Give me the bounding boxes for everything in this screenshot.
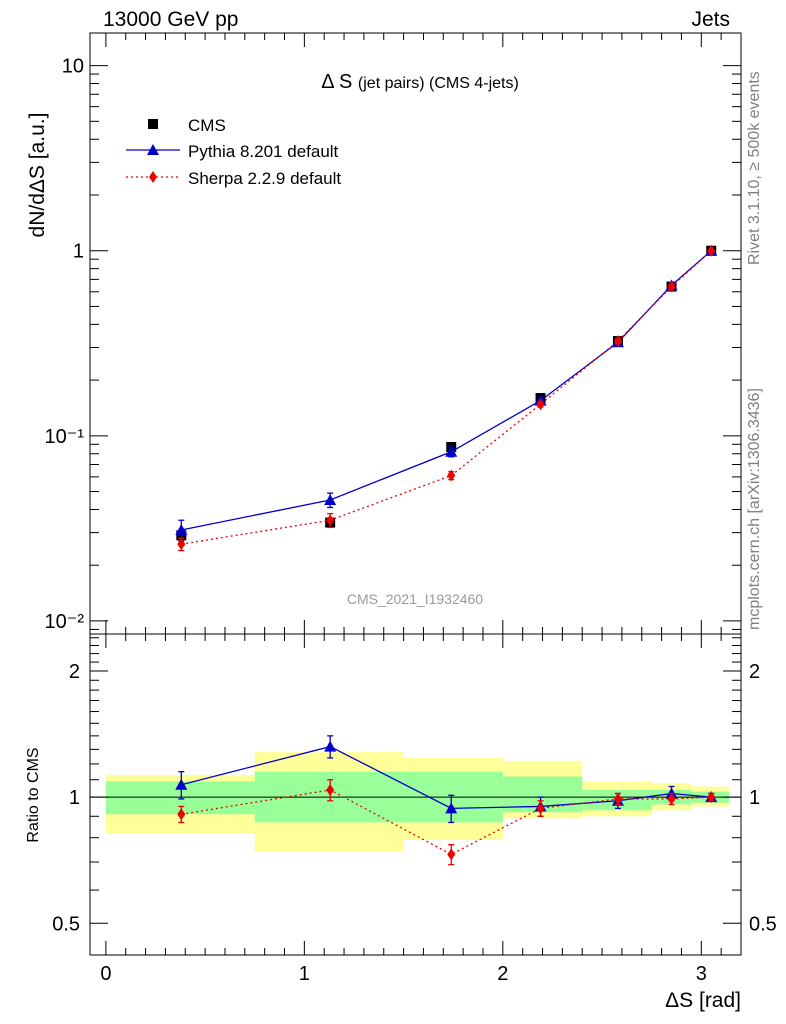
series-line — [181, 250, 712, 531]
ratio-y-tick-label: 0.5 — [52, 913, 80, 935]
ratio-data-point — [707, 791, 716, 804]
x-tick-label: 2 — [497, 963, 508, 985]
ratio-y-tick-label-right: 2 — [749, 661, 760, 683]
energy-label: 13000 GeV pp — [103, 8, 239, 31]
data-point — [326, 514, 335, 527]
legend: CMS Pythia 8.201 default Sherpa 2.2.9 defa… — [126, 116, 341, 188]
ratio-data-point — [324, 740, 337, 752]
y-tick-label: 10 — [62, 56, 84, 78]
chart-title: Δ S (jet pairs) (CMS 4-jets) — [321, 71, 519, 93]
data-point — [324, 494, 337, 506]
legend-marker — [147, 144, 159, 155]
ratio-y-axis-title: Ratio to CMS — [25, 747, 42, 842]
ratio-y-tick-label: 2 — [69, 661, 80, 683]
y-tick-label: 10⁻¹ — [45, 426, 85, 448]
x-tick-label: 3 — [696, 963, 707, 985]
data-point — [447, 469, 456, 482]
main-plot: 10⁻² 10⁻¹ 1 10 dN/dΔS [a.u.] Δ S (jet pairs) … — [26, 32, 742, 635]
y-tick-label: 10⁻² — [45, 611, 85, 633]
x-tick-label: 1 — [299, 963, 310, 985]
data-point — [175, 523, 188, 535]
series-line — [181, 250, 712, 545]
watermark: CMS_2021_I1932460 — [347, 591, 483, 607]
data-point — [707, 244, 716, 257]
ratio-data-point — [175, 778, 188, 790]
ratio-plot: 0.5 0.5 1 1 2 2 0 1 2 3 ΔS [rad] Ratio to CMS — [25, 633, 777, 1012]
data-point — [445, 445, 458, 457]
x-axis-title: ΔS [rad] — [665, 989, 741, 1012]
ratio-data-point — [613, 792, 622, 805]
ratio-y-tick-label: 1 — [69, 787, 80, 809]
ratio-plot-frame — [89, 633, 742, 956]
legend-marker — [149, 171, 157, 183]
ratio-data-point — [445, 802, 458, 814]
legend-label: Sherpa 2.2.9 default — [188, 169, 341, 188]
data-point — [613, 335, 622, 348]
legend-marker — [148, 119, 158, 129]
ratio-data-point — [536, 802, 545, 815]
data-point — [536, 398, 545, 411]
ratio-data-point — [177, 808, 186, 821]
y-tick-label: 1 — [73, 241, 84, 263]
data-point — [667, 280, 676, 293]
ratio-data-point — [447, 848, 456, 861]
legend-label: Pythia 8.201 default — [188, 142, 339, 161]
ratio-data-point — [326, 783, 335, 796]
category-label: Jets — [691, 8, 730, 31]
x-tick-label: 0 — [100, 963, 111, 985]
ratio-data-point — [667, 792, 676, 805]
legend-label: CMS — [188, 116, 226, 135]
y-axis-title: dN/dΔS [a.u.] — [26, 113, 49, 238]
ratio-y-tick-label-right: 0.5 — [749, 913, 777, 935]
ratio-y-tick-label-right: 1 — [749, 787, 760, 809]
data-point — [177, 538, 186, 551]
